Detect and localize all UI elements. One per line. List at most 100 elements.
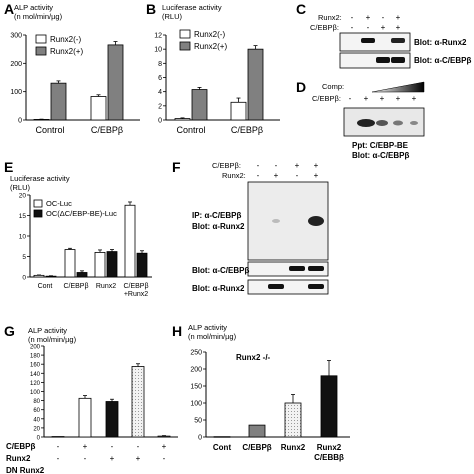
bar bbox=[94, 251, 106, 278]
y-tick-label: 5 bbox=[22, 254, 26, 261]
sign: + bbox=[396, 94, 401, 103]
bar bbox=[284, 402, 302, 438]
bar bbox=[136, 252, 148, 278]
y-tick-label: 180 bbox=[30, 354, 41, 360]
panel-f-row2-signs: - + - + bbox=[257, 171, 319, 180]
panel-c-blot-label: Blot: α-Runx2 bbox=[414, 38, 467, 47]
y-tick-label: 0 bbox=[198, 435, 202, 442]
bar bbox=[64, 249, 76, 278]
sign: + bbox=[136, 454, 141, 463]
blot-band bbox=[410, 121, 418, 125]
panel-d-letter: D bbox=[296, 79, 306, 95]
bar bbox=[174, 118, 191, 121]
panel-e-legend: OC-Luc OC(ΔC/EBP-BE)-Luc bbox=[33, 199, 117, 218]
blot-band bbox=[361, 38, 375, 43]
panel-h-xlabels: Cont C/EBPβ Runx2 Runx2 C/EBBβ bbox=[213, 443, 344, 462]
sign: + bbox=[162, 442, 167, 451]
sign: + bbox=[314, 161, 319, 170]
blot-band bbox=[376, 120, 388, 126]
legend-label: Runx2(-) bbox=[194, 30, 225, 39]
blot-band bbox=[308, 216, 324, 226]
sign: - bbox=[137, 442, 140, 451]
y-tick-label: 200 bbox=[30, 345, 41, 351]
legend-label: Runx2(-) bbox=[50, 35, 81, 44]
panel-f-ip-label: IP: α-C/EBPβ bbox=[192, 211, 241, 220]
y-tick-label: 140 bbox=[30, 372, 41, 378]
panel-a-xlabel: Control bbox=[35, 125, 64, 135]
panel-c-row-label: Runx2: bbox=[318, 13, 342, 22]
panel-e-ylabel-line1: Luciferase activity bbox=[10, 174, 70, 183]
sign: + bbox=[381, 23, 386, 32]
panel-h-ylabel-line2: (n mol/min/µg) bbox=[188, 332, 237, 341]
panel-b-ylabel-line2: (RLU) bbox=[162, 12, 183, 21]
y-tick-label: 0 bbox=[22, 275, 26, 282]
sign: - bbox=[57, 442, 60, 451]
sign: + bbox=[396, 23, 401, 32]
y-tick-label: 4 bbox=[158, 89, 162, 96]
panel-f-ip-label: Blot: α-Runx2 bbox=[192, 222, 245, 231]
panel-c-letter: C bbox=[296, 1, 306, 17]
panel-a-ylabel-line1: ALP activity bbox=[14, 3, 53, 12]
bar bbox=[45, 275, 57, 278]
y-tick-label: 10 bbox=[154, 47, 162, 54]
panel-h-xlabel: C/EBPβ bbox=[242, 443, 271, 452]
panel-g-letter: G bbox=[4, 323, 15, 339]
panel-d-comp-label: Comp: bbox=[322, 82, 344, 91]
blot-strip-runx2 bbox=[339, 32, 411, 52]
panel-a-letter: A bbox=[4, 1, 14, 17]
y-tick-label: 100 bbox=[190, 401, 202, 408]
blot-strip-runx2 bbox=[247, 279, 329, 295]
blot-band bbox=[308, 266, 324, 271]
y-tick-label: 20 bbox=[19, 193, 27, 200]
blot-band bbox=[289, 266, 305, 271]
bar bbox=[247, 48, 264, 121]
y-tick-label: 250 bbox=[190, 350, 202, 357]
sign: + bbox=[396, 13, 401, 22]
bar bbox=[320, 375, 338, 438]
panel-f-row-label: Runx2: bbox=[222, 171, 246, 180]
y-tick-label: 12 bbox=[154, 33, 162, 40]
y-tick-label: 200 bbox=[190, 367, 202, 374]
panel-h-xlabel: Cont bbox=[213, 443, 232, 452]
legend-swatch-runx2-pos bbox=[179, 41, 191, 51]
sign: - bbox=[84, 454, 87, 463]
sign: + bbox=[364, 94, 369, 103]
sign: + bbox=[314, 171, 319, 180]
panel-c-row1-signs: - + - + bbox=[351, 13, 401, 22]
sign: + bbox=[274, 171, 279, 180]
legend-swatch-oc-delta-luc bbox=[33, 209, 43, 218]
panel-b-legend: Runx2(-) Runx2(+) bbox=[179, 29, 227, 51]
bar bbox=[213, 436, 231, 438]
sign: + bbox=[110, 454, 115, 463]
bar bbox=[107, 44, 124, 121]
panel-b: B Luciferase activity (RLU) Runx2(-) Run… bbox=[146, 1, 280, 135]
y-tick-label: 300 bbox=[10, 33, 22, 40]
bar bbox=[33, 274, 45, 278]
bar bbox=[90, 96, 107, 121]
y-tick-label: 80 bbox=[33, 399, 40, 405]
y-tick-label: 0 bbox=[18, 118, 22, 125]
sign: + bbox=[412, 94, 417, 103]
bar bbox=[131, 366, 145, 438]
y-tick-label: 160 bbox=[30, 363, 41, 369]
panel-d-caption: Blot: α-C/EBPβ bbox=[352, 151, 409, 160]
panel-a: A ALP activity (n mol/min/µg) Runx2(-) R… bbox=[4, 1, 140, 135]
panel-f-letter: F bbox=[172, 159, 181, 175]
panel-h-letter: H bbox=[172, 323, 182, 339]
panel-h-xlabel: C/EBBβ bbox=[314, 453, 344, 462]
legend-label: OC(ΔC/EBP-BE)-Luc bbox=[46, 209, 117, 218]
legend-swatch-runx2-pos bbox=[35, 46, 47, 56]
bar bbox=[191, 89, 208, 121]
blot-band bbox=[376, 57, 390, 63]
panel-e-chart: 0 5 10 15 20 bbox=[19, 193, 152, 282]
bar bbox=[50, 82, 67, 121]
blot-strip-cebpb bbox=[247, 261, 329, 277]
panel-e-letter: E bbox=[4, 159, 13, 175]
blot-band bbox=[308, 284, 324, 289]
y-tick-label: 150 bbox=[190, 384, 202, 391]
panel-b-ylabel-line1: Luciferase activity bbox=[162, 3, 222, 12]
panel-d-caption: Ppt: C/EBP-BE bbox=[352, 141, 409, 150]
panel-a-legend: Runx2(-) Runx2(+) bbox=[35, 34, 83, 56]
blot-band bbox=[272, 219, 280, 223]
panel-c: C Runx2: C/EBPβ: - + - + - - + + Blot: α… bbox=[296, 1, 471, 69]
